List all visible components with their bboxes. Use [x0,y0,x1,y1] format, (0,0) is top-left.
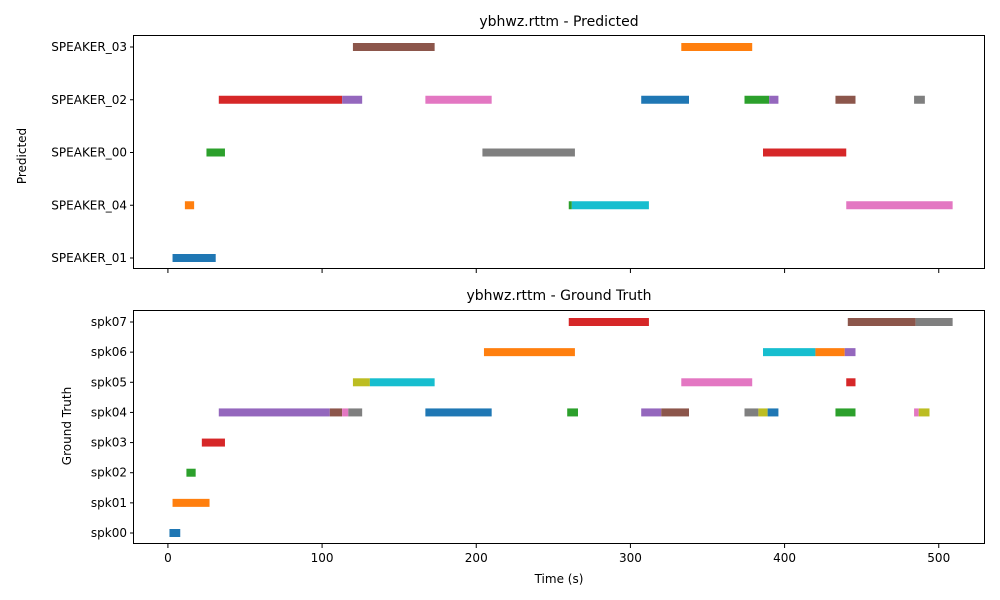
predicted-segment-speaker-01 [172,254,216,262]
ground-truth-plot-frame [133,310,985,544]
ground-truth-segment-spk05 [352,378,370,387]
ground-truth-y-axis-label: Ground Truth [60,387,74,465]
ground-truth-segment-spk04 [661,408,689,417]
predicted-segment-speaker-03 [352,43,435,51]
ground-truth-segments [169,318,953,537]
predicted-segment-speaker-04 [568,201,572,210]
predicted-y-tick-label: SPEAKER_01 [51,251,127,265]
ground-truth-x-tick-label: 100 [311,551,334,565]
predicted-segment-speaker-02 [342,95,363,104]
ground-truth-y-tick-label: spk02 [91,466,127,480]
ground-truth-y-tick-label: spk04 [91,405,127,419]
predicted-panel: ybhwz.rttm - Predicted Predicted SPEAKER… [15,14,985,273]
predicted-y-tick-label: SPEAKER_03 [51,40,127,54]
predicted-y-tick-label: SPEAKER_00 [51,146,127,160]
ground-truth-segment-spk04 [914,408,919,417]
ground-truth-chart-title: ybhwz.rttm - Ground Truth [466,288,651,304]
ground-truth-x-tick-label: 200 [465,551,488,565]
ground-truth-y-ticks: spk00 spk01 spk02 spk03 spk04 spk05 spk06 spk07 [91,315,134,540]
predicted-y-tick-label: SPEAKER_02 [51,93,127,107]
ground-truth-segment-spk03 [201,438,225,447]
ground-truth-segment-spk05 [369,378,435,387]
predicted-plot-frame [133,35,985,269]
ground-truth-segment-spk06 [844,348,856,357]
ground-truth-x-tick-label: 300 [619,551,642,565]
predicted-segment-speaker-02 [218,95,343,104]
ground-truth-segment-spk04 [425,408,492,417]
ground-truth-y-tick-label: spk00 [91,526,127,540]
ground-truth-segment-spk04 [918,408,930,417]
ground-truth-x-tick-label: 400 [773,551,796,565]
ground-truth-segment-spk04 [835,408,856,417]
ground-truth-y-tick-label: spk06 [91,345,127,359]
predicted-segment-speaker-04 [846,201,953,210]
ground-truth-segment-spk04 [641,408,662,417]
ground-truth-segment-spk00 [169,529,181,537]
ground-truth-segment-spk04 [767,408,779,417]
predicted-segment-speaker-02 [769,95,779,104]
ground-truth-y-tick-label: spk03 [91,436,127,450]
ground-truth-segment-spk04 [744,408,759,417]
ground-truth-y-tick-label: spk07 [91,315,127,329]
ground-truth-segment-spk04 [758,408,768,417]
predicted-y-tick-label: SPEAKER_04 [51,198,127,212]
predicted-x-ticks [167,269,940,273]
predicted-segment-speaker-02 [641,95,689,104]
ground-truth-segment-spk04 [329,408,343,417]
predicted-segment-speaker-02 [914,95,925,104]
ground-truth-segment-spk04 [218,408,330,417]
predicted-segment-speaker-03 [681,43,753,51]
predicted-segment-speaker-04 [571,201,649,210]
predicted-segment-speaker-00 [482,148,575,157]
predicted-segment-speaker-02 [425,95,492,104]
ground-truth-y-tick-label: spk05 [91,375,127,389]
predicted-y-axis-label: Predicted [15,128,29,184]
predicted-segment-speaker-04 [184,201,195,210]
predicted-segment-speaker-00 [206,148,225,157]
predicted-segment-speaker-02 [835,95,856,104]
ground-truth-segment-spk01 [172,498,210,507]
ground-truth-segment-spk06 [763,348,816,357]
ground-truth-segment-spk06 [483,348,575,357]
ground-truth-segment-spk07 [915,318,953,326]
ground-truth-segment-spk05 [681,378,753,387]
predicted-chart-title: ybhwz.rttm - Predicted [479,14,638,30]
ground-truth-x-tick-label: 0 [164,551,172,565]
ground-truth-segment-spk07 [568,318,649,326]
ground-truth-x-ticks: 0 100 200 300 400 500 [164,544,950,565]
predicted-y-ticks: SPEAKER_01 SPEAKER_04 SPEAKER_00 SPEAKER_02… [51,40,134,265]
predicted-segments [172,43,953,262]
ground-truth-segment-spk05 [846,378,856,387]
ground-truth-segment-spk02 [186,468,196,477]
ground-truth-segment-spk06 [815,348,845,357]
ground-truth-x-tick-label: 500 [927,551,950,565]
predicted-segment-speaker-00 [763,148,847,157]
ground-truth-y-tick-label: spk01 [91,496,127,510]
ground-truth-panel: ybhwz.rttm - Ground Truth Ground Truth T… [60,288,985,586]
ground-truth-segment-spk04 [567,408,578,417]
predicted-segment-speaker-02 [744,95,770,104]
x-axis-label: Time (s) [534,572,584,586]
ground-truth-segment-spk04 [348,408,363,417]
ground-truth-segment-spk04 [342,408,349,417]
ground-truth-segment-spk07 [847,318,916,326]
